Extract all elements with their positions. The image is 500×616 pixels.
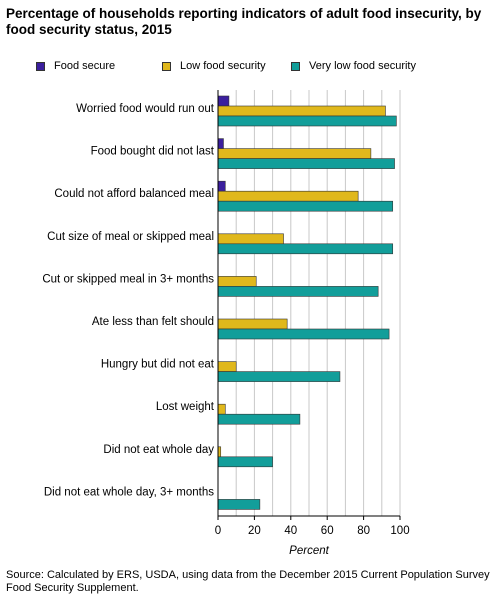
category-label: Ate less than felt should <box>92 316 214 328</box>
x-tick-label: 20 <box>248 525 261 537</box>
category-label: Could not afford balanced meal <box>54 188 214 200</box>
bar-very-low-food-security <box>217 328 390 340</box>
bar-very-low-food-security <box>217 200 394 212</box>
bar-very-low-food-security <box>217 413 301 425</box>
category-label: Worried food would run out <box>76 103 215 115</box>
bar-low-food-security <box>217 233 284 245</box>
bar-very-low-food-security <box>217 115 397 127</box>
bar-very-low-food-security <box>217 499 261 510</box>
x-axis-title: Percent <box>289 545 329 557</box>
x-tick-label: 60 <box>321 525 334 537</box>
legend-label-food-secure: Food secure <box>54 60 116 72</box>
legend-label-very-low-food-security: Very low food security <box>309 60 416 72</box>
x-tick-label: 80 <box>357 525 370 537</box>
bar-very-low-food-security <box>217 243 394 255</box>
legend-swatch-low-food-security <box>162 61 171 71</box>
legend-item-low-food-security: Low food security <box>162 60 266 72</box>
legend-swatch-very-low-food-security <box>291 61 300 71</box>
chart-title: Percentage of households reporting indic… <box>6 6 482 37</box>
bar-very-low-food-security <box>217 371 341 382</box>
category-label: Food bought did not last <box>91 146 215 158</box>
bar-food-secure <box>217 95 230 107</box>
bar-low-food-security <box>217 148 372 159</box>
category-label: Hungry but did not eat <box>101 359 215 371</box>
category-label: Lost weight <box>156 401 215 413</box>
legend-item-food-secure: Food secure <box>36 60 115 72</box>
legend-label-low-food-security: Low food security <box>180 60 266 72</box>
bar-food-secure <box>217 180 226 192</box>
category-label: Did not eat whole day, 3+ months <box>44 486 214 498</box>
legend-swatch-food-secure <box>36 61 45 71</box>
bar-very-low-food-security <box>217 158 395 169</box>
legend-item-very-low-food-security: Very low food security <box>291 60 416 72</box>
x-tick-label: 40 <box>284 525 297 537</box>
category-label: Cut size of meal or skipped meal <box>47 231 214 243</box>
bar-low-food-security <box>217 105 386 117</box>
bar-low-food-security <box>217 318 288 330</box>
bar-very-low-food-security <box>217 286 379 297</box>
category-label: Cut or skipped meal in 3+ months <box>42 273 214 285</box>
bar-low-food-security <box>217 361 237 372</box>
source-note: Source: Calculated by ERS, USDA, using d… <box>6 569 490 594</box>
bar-low-food-security <box>217 190 359 202</box>
bar-food-secure <box>217 138 224 149</box>
category-label: Did not eat whole day <box>103 444 214 456</box>
x-tick-label: 100 <box>390 525 409 537</box>
x-tick-label: 0 <box>215 525 221 537</box>
bar-very-low-food-security <box>217 456 273 468</box>
bar-low-food-security <box>217 276 257 287</box>
legend: Food secure Low food security Very low f… <box>0 60 500 76</box>
bar-low-food-security <box>217 403 226 415</box>
